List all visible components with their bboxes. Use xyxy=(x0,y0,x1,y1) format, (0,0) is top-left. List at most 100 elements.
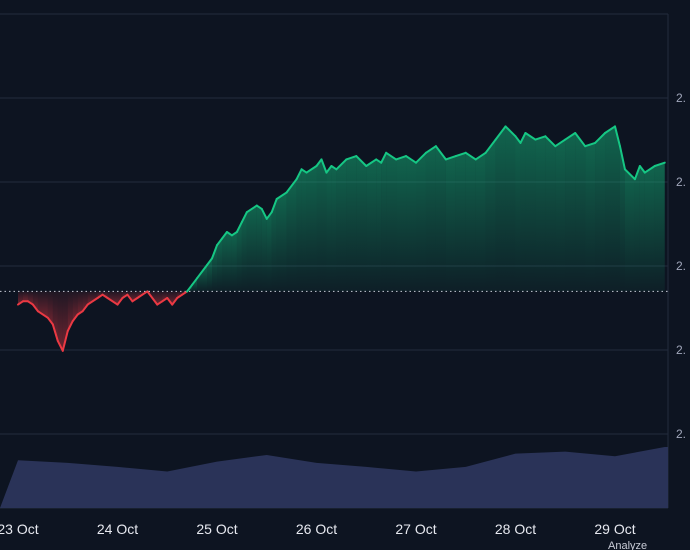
line-up-segment xyxy=(265,211,273,220)
line-up-segment xyxy=(514,135,522,144)
line-up-segment xyxy=(504,125,517,138)
area-up-segment xyxy=(336,159,347,292)
line-down-segment xyxy=(51,323,59,342)
area-up-segment xyxy=(366,159,377,292)
line-up-segment xyxy=(638,165,646,174)
area-up-segment xyxy=(585,142,596,292)
line-up-segment xyxy=(643,165,656,174)
line-up-segment xyxy=(444,155,457,161)
line-up-segment xyxy=(245,204,258,214)
area-up-segment xyxy=(475,152,486,292)
line-down-segment xyxy=(66,320,74,332)
volume-area xyxy=(0,447,668,508)
area-up-segment xyxy=(217,238,222,292)
price-line xyxy=(17,125,666,352)
line-down-segment xyxy=(56,339,64,352)
line-up-segment xyxy=(196,264,209,280)
area-up-segment xyxy=(525,133,536,292)
line-up-segment xyxy=(584,141,597,148)
area-up-segment xyxy=(416,152,426,292)
line-up-segment xyxy=(260,207,268,220)
line-up-segment xyxy=(295,168,303,181)
y-tick-label-1: 2. xyxy=(676,175,686,189)
area-up-segment xyxy=(326,166,332,292)
area-up-segment xyxy=(555,139,566,292)
analyze-label[interactable]: Analyze xyxy=(608,540,647,550)
area-up-segment xyxy=(455,152,466,292)
y-tick-label-4: 2. xyxy=(676,427,686,441)
area-up-segment xyxy=(485,139,496,292)
area-up-segment xyxy=(505,126,516,292)
area-up-segment xyxy=(406,156,416,292)
line-up-segment xyxy=(474,151,487,161)
area-down-segment xyxy=(72,291,78,322)
line-up-segment xyxy=(653,161,666,167)
line-down-segment xyxy=(71,313,79,323)
line-up-segment xyxy=(494,125,507,141)
x-tick-label-1: 24 Oct xyxy=(97,521,138,537)
line-up-segment xyxy=(405,155,417,164)
y-tick-label-3: 2. xyxy=(676,343,686,357)
area-up-segment xyxy=(197,265,208,292)
area-down-segment xyxy=(87,291,98,305)
line-up-segment xyxy=(211,244,218,260)
line-up-segment xyxy=(380,151,388,164)
area-down-segment xyxy=(77,291,83,315)
line-up-segment xyxy=(216,237,223,247)
area-up-segment xyxy=(575,133,586,292)
area-up-segment xyxy=(231,232,237,292)
area-up-segment xyxy=(301,169,307,292)
line-up-segment xyxy=(623,168,636,181)
line-up-segment xyxy=(614,125,621,148)
line-up-segment xyxy=(385,151,398,161)
line-down-segment xyxy=(126,293,134,303)
line-up-segment xyxy=(464,151,477,161)
area-down-segment xyxy=(67,291,73,331)
area-up-segment xyxy=(396,156,407,292)
area-up-segment xyxy=(246,205,257,292)
x-tick-label-3: 26 Oct xyxy=(296,521,337,537)
area-up-segment xyxy=(545,136,556,292)
line-up-segment xyxy=(594,132,607,144)
line-up-segment xyxy=(315,158,323,167)
line-up-segment xyxy=(275,191,288,200)
line-down-segment xyxy=(36,310,49,319)
area-up-segment xyxy=(276,192,287,292)
area-up-segment xyxy=(535,136,546,292)
area-up-segment xyxy=(515,136,521,292)
line-down-segment xyxy=(81,303,89,313)
area-up-segment xyxy=(445,156,456,292)
x-tick-label-6: 29 Oct xyxy=(594,521,635,537)
line-down-segment xyxy=(86,297,99,306)
line-up-segment xyxy=(240,211,248,224)
area-up-segment xyxy=(356,156,367,292)
line-down-segment xyxy=(31,303,39,313)
line-up-segment xyxy=(484,138,497,154)
line-up-segment xyxy=(191,277,199,286)
line-up-segment xyxy=(554,138,567,148)
area-down-segment xyxy=(57,291,63,351)
area-up-segment xyxy=(256,205,262,292)
x-tick-label-4: 27 Oct xyxy=(395,521,436,537)
area-down-segment xyxy=(47,291,53,325)
area-up-segment xyxy=(495,126,506,292)
line-up-segment xyxy=(424,145,437,154)
x-tick-label-2: 25 Oct xyxy=(196,521,237,537)
line-up-segment xyxy=(335,158,348,171)
area-up-segment xyxy=(331,166,337,292)
line-up-segment xyxy=(564,132,577,141)
line-up-segment xyxy=(345,155,358,161)
line-up-segment xyxy=(604,125,616,134)
area-up-segment xyxy=(221,232,227,292)
line-up-segment xyxy=(365,158,378,167)
area-up-segment xyxy=(615,126,620,292)
area-up-segment xyxy=(271,199,277,292)
line-up-segment xyxy=(544,135,557,148)
line-up-segment xyxy=(220,231,228,240)
area-up-segment xyxy=(321,159,327,292)
area-up-segment xyxy=(376,159,382,292)
area-up-segment xyxy=(624,169,635,292)
line-up-segment xyxy=(524,132,537,141)
